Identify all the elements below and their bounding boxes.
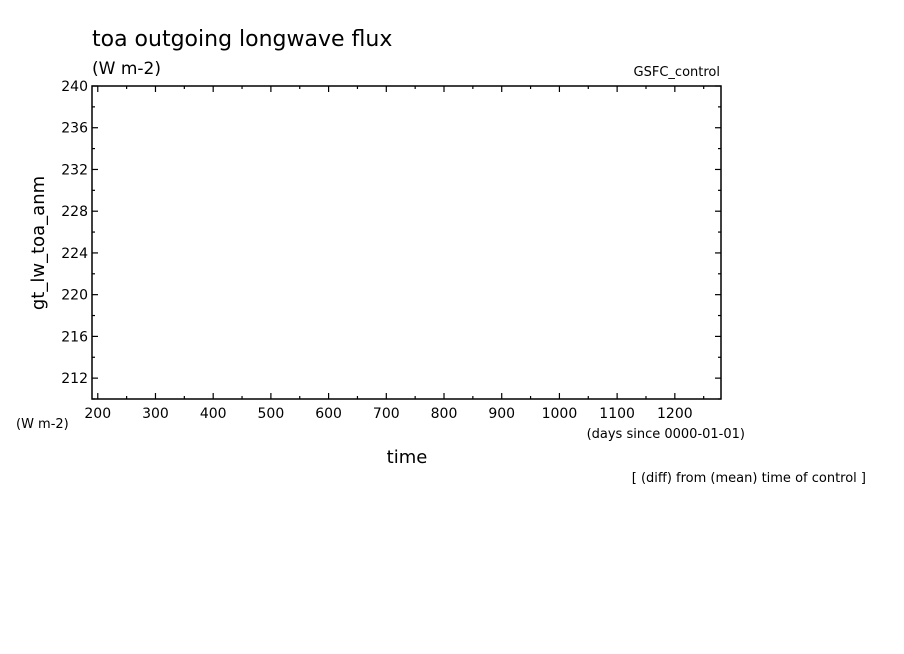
y-tick-label: 228 bbox=[61, 204, 88, 220]
x-tick-label: 1100 bbox=[599, 406, 635, 422]
x-axis-units: (days since 0000-01-01) bbox=[587, 427, 745, 442]
y-tick-label: 232 bbox=[61, 162, 88, 178]
y-tick-label: 224 bbox=[61, 246, 88, 262]
x-tick-label: 1000 bbox=[542, 406, 578, 422]
x-tick-label: 400 bbox=[200, 406, 227, 422]
x-tick-label: 600 bbox=[315, 406, 342, 422]
x-tick-label: 300 bbox=[142, 406, 169, 422]
x-axis: 200 300 400 500 600 700 800 900 1000 1100 1200 bbox=[84, 86, 705, 422]
y-axis-label: gt_lw_toa_anm bbox=[28, 176, 49, 310]
footnote: [ (diff) from (mean) time of control ] bbox=[632, 471, 866, 486]
y-tick-label: 212 bbox=[61, 371, 88, 387]
title-units: (W m-2) bbox=[92, 59, 161, 79]
x-tick-label: 1200 bbox=[657, 406, 693, 422]
y-tick-label: 216 bbox=[61, 329, 88, 345]
y-axis-units: (W m-2) bbox=[16, 417, 69, 432]
chart-title: toa outgoing longwave flux bbox=[92, 27, 392, 52]
y-tick-label: 236 bbox=[61, 121, 88, 137]
x-axis-label: time bbox=[387, 447, 428, 468]
x-tick-label: 900 bbox=[488, 406, 515, 422]
y-tick-label: 220 bbox=[61, 288, 88, 304]
y-axis: 212 216 220 224 228 232 236 240 bbox=[61, 79, 721, 400]
x-tick-label: 700 bbox=[373, 406, 400, 422]
x-tick-label: 500 bbox=[258, 406, 285, 422]
plot-frame bbox=[91, 85, 722, 400]
x-tick-label: 800 bbox=[431, 406, 458, 422]
x-tick-label: 200 bbox=[84, 406, 111, 422]
y-tick-label: 240 bbox=[61, 79, 88, 95]
experiment-label: GSFC_control bbox=[634, 65, 720, 80]
